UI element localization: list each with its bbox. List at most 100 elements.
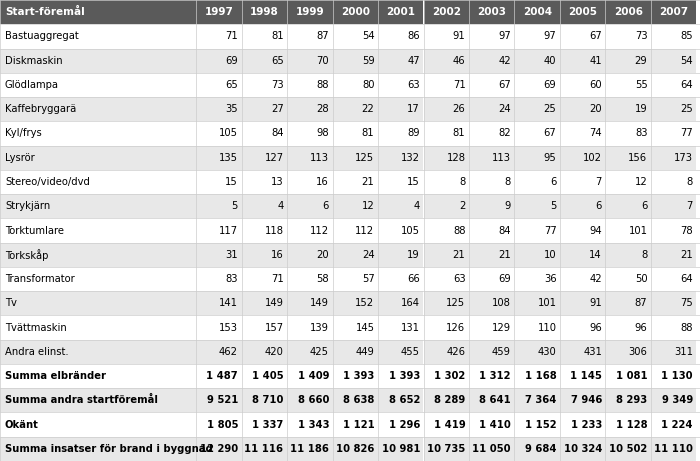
Text: 6: 6: [596, 201, 602, 211]
Text: 8 638: 8 638: [343, 396, 374, 405]
Text: Transformator: Transformator: [5, 274, 75, 284]
Text: 29: 29: [635, 56, 648, 65]
Bar: [287, 291, 332, 315]
Bar: [332, 413, 378, 437]
Bar: [332, 0, 378, 24]
Bar: [378, 267, 423, 291]
Text: Tvättmaskin: Tvättmaskin: [5, 323, 66, 332]
Bar: [241, 388, 287, 413]
Bar: [606, 340, 651, 364]
Bar: [241, 121, 287, 146]
Text: 24: 24: [362, 250, 375, 260]
Bar: [196, 267, 242, 291]
Text: 19: 19: [407, 250, 420, 260]
Text: 8: 8: [687, 177, 693, 187]
Text: 91: 91: [453, 31, 466, 41]
Text: 108: 108: [492, 298, 511, 308]
Text: 1 419: 1 419: [434, 420, 466, 430]
Text: Torktumlare: Torktumlare: [5, 225, 64, 236]
Bar: [241, 24, 287, 48]
Text: 11 186: 11 186: [290, 444, 329, 454]
Text: 24: 24: [498, 104, 511, 114]
Text: 9 684: 9 684: [525, 444, 556, 454]
Text: 128: 128: [447, 153, 466, 163]
Text: 50: 50: [635, 274, 648, 284]
Bar: [287, 194, 332, 219]
Text: 5: 5: [550, 201, 556, 211]
Bar: [424, 194, 469, 219]
Text: 77: 77: [544, 225, 556, 236]
Bar: [241, 340, 287, 364]
Text: 66: 66: [407, 274, 420, 284]
Bar: [606, 170, 651, 194]
Text: 36: 36: [544, 274, 556, 284]
Bar: [514, 170, 560, 194]
Text: 1 405: 1 405: [252, 371, 284, 381]
Text: Tv: Tv: [5, 298, 17, 308]
Bar: [196, 340, 242, 364]
Text: 42: 42: [498, 56, 511, 65]
Text: 1997: 1997: [204, 7, 233, 17]
Bar: [469, 48, 514, 73]
Text: 91: 91: [589, 298, 602, 308]
Text: 157: 157: [265, 323, 284, 332]
Text: 88: 88: [453, 225, 466, 236]
Bar: [469, 194, 514, 219]
Bar: [469, 146, 514, 170]
Text: 58: 58: [316, 274, 329, 284]
Text: 71: 71: [225, 31, 238, 41]
Bar: [469, 291, 514, 315]
Text: 105: 105: [219, 129, 238, 138]
Text: 173: 173: [674, 153, 693, 163]
Text: 105: 105: [401, 225, 420, 236]
Bar: [0, 291, 196, 315]
Text: 71: 71: [271, 274, 284, 284]
Text: 14: 14: [589, 250, 602, 260]
Text: 59: 59: [362, 56, 375, 65]
Text: Summa andra startföremål: Summa andra startföremål: [5, 395, 158, 405]
Text: 1 233: 1 233: [570, 420, 602, 430]
Text: 98: 98: [316, 129, 329, 138]
Text: 2005: 2005: [568, 7, 597, 17]
Bar: [332, 388, 378, 413]
Bar: [651, 24, 696, 48]
Text: 425: 425: [310, 347, 329, 357]
Bar: [241, 315, 287, 340]
Text: Okänt: Okänt: [5, 420, 38, 430]
Bar: [560, 340, 606, 364]
Text: 9: 9: [505, 201, 511, 211]
Bar: [0, 194, 196, 219]
Text: 19: 19: [635, 104, 648, 114]
Bar: [287, 97, 332, 121]
Bar: [651, 364, 696, 388]
Text: 1 393: 1 393: [343, 371, 374, 381]
Bar: [0, 0, 196, 24]
Text: 67: 67: [544, 129, 556, 138]
Text: 1 168: 1 168: [525, 371, 556, 381]
Bar: [287, 315, 332, 340]
Bar: [0, 340, 196, 364]
Bar: [0, 388, 196, 413]
Text: 2003: 2003: [477, 7, 506, 17]
Text: 25: 25: [680, 104, 693, 114]
Bar: [560, 437, 606, 461]
Text: 15: 15: [225, 177, 238, 187]
Bar: [606, 0, 651, 24]
Text: 63: 63: [407, 80, 420, 90]
Text: 131: 131: [401, 323, 420, 332]
Bar: [514, 219, 560, 242]
Bar: [287, 24, 332, 48]
Text: Diskmaskin: Diskmaskin: [5, 56, 62, 65]
Bar: [560, 97, 606, 121]
Bar: [0, 146, 196, 170]
Text: 54: 54: [680, 56, 693, 65]
Bar: [332, 219, 378, 242]
Bar: [514, 73, 560, 97]
Text: 156: 156: [629, 153, 648, 163]
Bar: [332, 97, 378, 121]
Bar: [287, 437, 332, 461]
Bar: [0, 170, 196, 194]
Text: 431: 431: [583, 347, 602, 357]
Text: 86: 86: [407, 31, 420, 41]
Bar: [332, 315, 378, 340]
